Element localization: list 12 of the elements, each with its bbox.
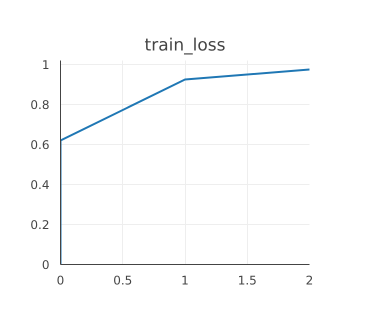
x-tick-label: 1.5 bbox=[238, 274, 257, 288]
x-tick-label: 1 bbox=[181, 274, 189, 288]
y-tick-label: 0.4 bbox=[30, 178, 50, 192]
x-tick-label: 2 bbox=[306, 274, 314, 288]
y-tick-label: 0 bbox=[42, 258, 50, 272]
x-tick-label: 0.5 bbox=[113, 274, 132, 288]
y-tick-label: 1 bbox=[42, 58, 50, 72]
y-tick-label: 0.6 bbox=[30, 138, 50, 152]
y-tick-label: 0.2 bbox=[30, 218, 50, 232]
y-tick-label: 0.8 bbox=[30, 98, 50, 112]
x-tick-label: 0 bbox=[56, 274, 64, 288]
chart-title: train_loss bbox=[144, 36, 226, 56]
